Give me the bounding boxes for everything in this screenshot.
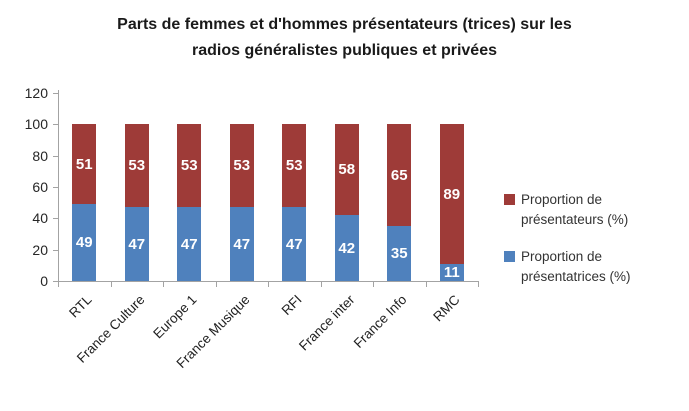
y-axis-tick bbox=[53, 249, 58, 251]
y-tick-label: 0 bbox=[40, 273, 48, 289]
bar-segment-presentatrices: 47 bbox=[124, 207, 149, 281]
bar-segment-presentateurs: 89 bbox=[439, 124, 464, 264]
legend-label: Proportion de présentateurs (%) bbox=[521, 192, 629, 227]
y-axis-tick bbox=[53, 155, 58, 157]
legend-swatch-blue bbox=[504, 251, 515, 262]
bar-segment-presentatrices: 35 bbox=[387, 226, 412, 281]
bar-segment-presentatrices: 42 bbox=[334, 215, 359, 281]
bar-segment-presentateurs: 53 bbox=[177, 124, 202, 208]
bar-segment-presentateurs: 53 bbox=[229, 124, 254, 208]
chart-title: Parts de femmes et d'hommes présentateur… bbox=[0, 12, 689, 64]
chart-title-line2: radios généralistes publiques et privées bbox=[192, 42, 497, 59]
legend-label: Proportion de présentatrices (%) bbox=[521, 249, 631, 284]
y-tick-label: 20 bbox=[32, 241, 48, 258]
legend-swatch-red bbox=[504, 194, 515, 205]
x-axis-line bbox=[58, 281, 479, 282]
y-axis-tick bbox=[53, 187, 58, 188]
bar-segment-presentateurs: 53 bbox=[282, 124, 307, 208]
bar-segment-presentateurs: 58 bbox=[334, 124, 359, 216]
bar-segment-presentatrices: 49 bbox=[72, 204, 97, 281]
y-axis-tick bbox=[53, 281, 58, 282]
y-axis-tick bbox=[53, 124, 58, 126]
bar-segment-presentateurs: 51 bbox=[72, 124, 97, 205]
legend-item-presentateurs: Proportion de présentateurs (%) bbox=[504, 190, 671, 230]
x-axis-tick bbox=[215, 282, 217, 287]
bar-segment-presentateurs: 65 bbox=[387, 124, 412, 227]
bar-segment-presentateurs: 53 bbox=[124, 124, 149, 208]
y-tick-label: 80 bbox=[32, 147, 48, 164]
y-axis-tick bbox=[53, 93, 58, 94]
x-axis-tick bbox=[320, 282, 322, 287]
y-tick-label: 120 bbox=[24, 85, 48, 101]
bar-segment-presentatrices: 47 bbox=[229, 207, 254, 281]
y-axis-tick bbox=[53, 218, 58, 220]
y-tick-label: 100 bbox=[24, 116, 48, 133]
x-axis-tick bbox=[478, 282, 479, 287]
legend: Proportion de présentateurs (%) Proporti… bbox=[504, 190, 671, 287]
legend-item-presentatrices: Proportion de présentatrices (%) bbox=[504, 247, 671, 287]
x-axis-tick bbox=[373, 282, 374, 287]
y-axis-line bbox=[58, 90, 59, 281]
x-axis-label: RMC bbox=[430, 292, 463, 325]
x-axis-tick bbox=[110, 282, 112, 287]
y-tick-label: 60 bbox=[32, 179, 48, 195]
bar-segment-presentatrices: 47 bbox=[177, 207, 202, 281]
x-axis-tick bbox=[268, 282, 269, 287]
bar-segment-presentatrices: 47 bbox=[282, 207, 307, 281]
y-tick-label: 40 bbox=[32, 210, 48, 227]
chart-title-line1: Parts de femmes et d'hommes présentateur… bbox=[117, 16, 572, 33]
x-axis-tick bbox=[58, 282, 59, 287]
x-axis-tick bbox=[425, 282, 427, 287]
x-axis-tick bbox=[163, 282, 164, 287]
bar-segment-presentatrices: 11 bbox=[439, 263, 464, 281]
